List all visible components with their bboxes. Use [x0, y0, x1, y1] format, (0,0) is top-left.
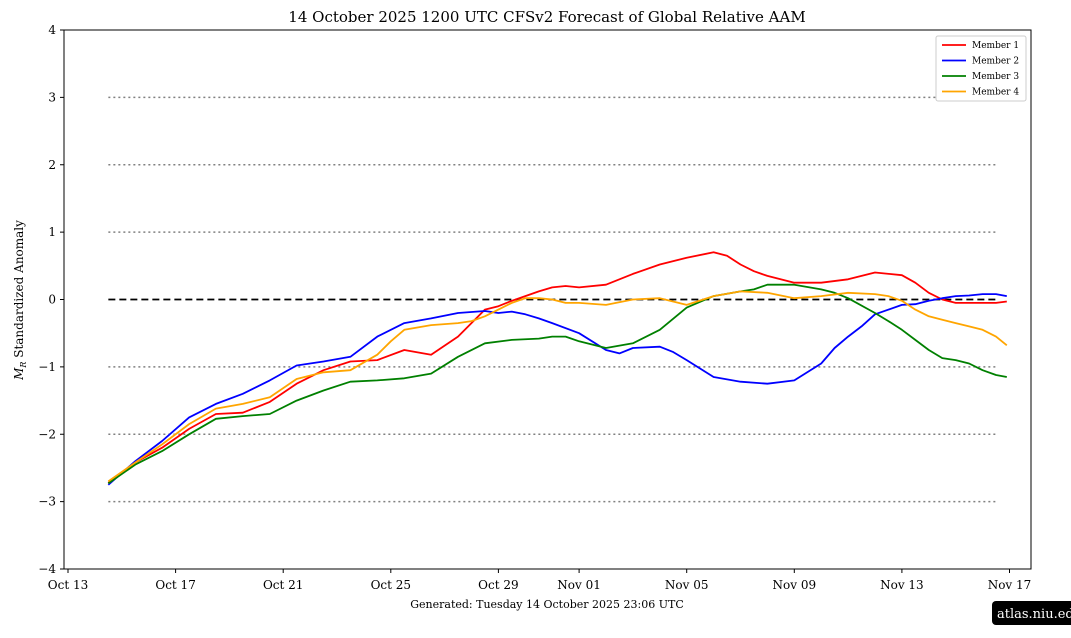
legend-box	[935, 35, 1027, 102]
y-tick-label: −4	[38, 562, 56, 576]
legend-label-member-2: Member 2	[972, 57, 1019, 67]
series-line-member-1	[107, 251, 1007, 484]
y-axis-label-text: Standardized Anomaly	[12, 220, 26, 362]
series-lines	[107, 251, 1008, 486]
series-line-member-3	[107, 283, 1007, 485]
x-tick-label: Oct 29	[478, 578, 518, 592]
watermark-background	[992, 601, 1071, 625]
x-tick-label: Nov 05	[665, 578, 709, 592]
x-tick-label: Nov 17	[988, 578, 1032, 592]
legend-label-member-3: Member 3	[972, 72, 1019, 82]
x-tick-label: Nov 09	[773, 578, 817, 592]
watermark-badge[interactable]: atlas.niu.edu	[992, 601, 1071, 625]
x-tick-label: Nov 13	[880, 578, 924, 592]
series-line-member-4	[107, 290, 1008, 483]
generated-timestamp: Generated: Tuesday 14 October 2025 23:06…	[410, 598, 684, 611]
y-axis-label-subscript: R	[19, 362, 28, 369]
y-tick-label: −3	[38, 495, 56, 509]
y-tick-label: 0	[48, 293, 56, 307]
y-tick-label: −2	[38, 427, 56, 441]
chart-title: 14 October 2025 1200 UTC CFSv2 Forecast …	[288, 8, 805, 26]
y-tick-label: −1	[38, 360, 56, 374]
y-tick-label: 4	[48, 23, 56, 37]
x-tick-label: Nov 01	[557, 578, 601, 592]
x-tick-label: Oct 13	[48, 578, 88, 592]
y-axis-label: MR Standardized Anomaly	[12, 220, 28, 381]
legend-label-member-4: Member 4	[972, 88, 1019, 98]
series-line-member-2	[107, 293, 1007, 486]
y-tick-label: 2	[48, 158, 56, 172]
watermark-text[interactable]: atlas.niu.edu	[997, 607, 1071, 622]
x-tick-label: Oct 17	[155, 578, 195, 592]
legend: Member 1 Member 2 Member 3 Member 4	[935, 35, 1027, 102]
legend-label-member-1: Member 1	[972, 41, 1019, 51]
y-tick-label: 1	[48, 225, 56, 239]
y-axis-label-symbol: M	[12, 367, 26, 381]
x-axis: Oct 13 Oct 17 Oct 21 Oct 25 Oct 29 Nov 01 Nov …	[48, 569, 1032, 592]
x-tick-label: Oct 21	[263, 578, 303, 592]
plot-area	[63, 29, 1032, 570]
x-tick-label: Oct 25	[371, 578, 411, 592]
y-tick-label: 3	[48, 90, 56, 104]
y-axis: −4 −3 −2 −1 0 1 2 3 4	[38, 23, 64, 576]
